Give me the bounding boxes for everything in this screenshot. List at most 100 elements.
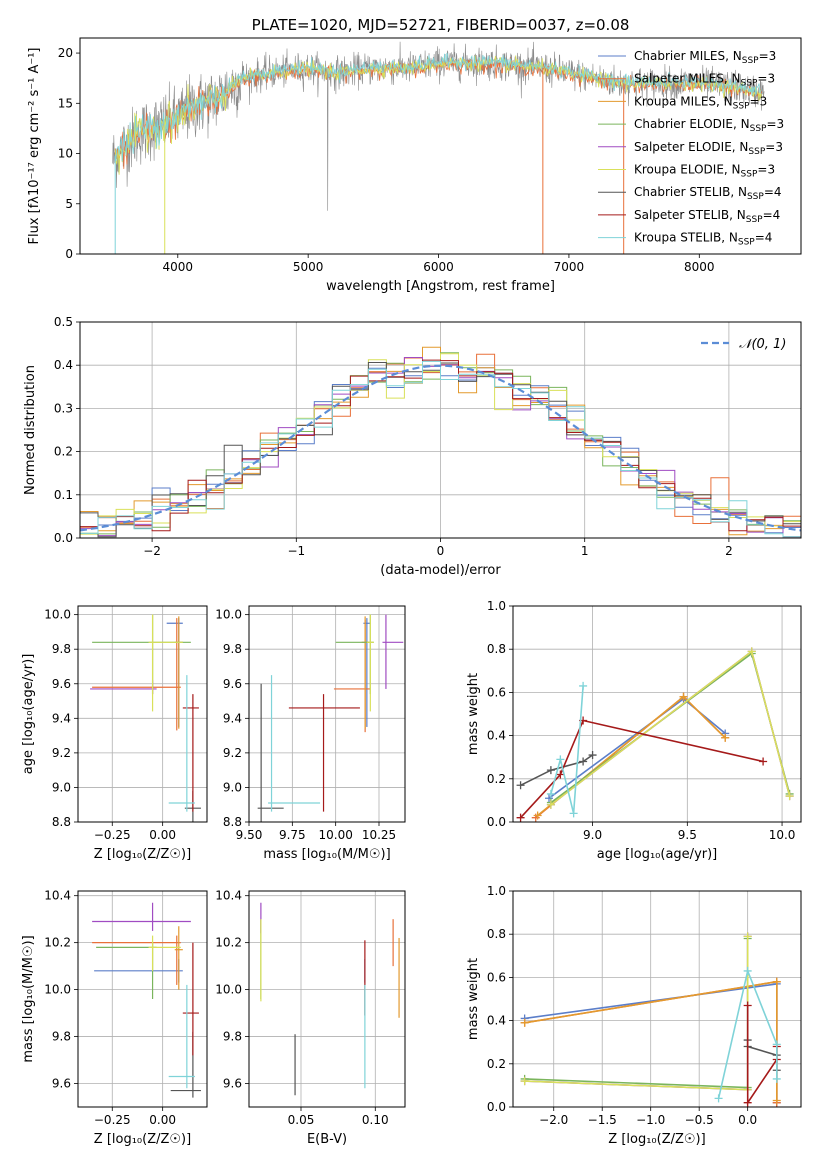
weight-vs-age-ytick-label: 0.8 — [487, 642, 506, 656]
errorbar-point — [257, 683, 284, 822]
weight-vs-Z-ytick-label: 1.0 — [487, 884, 506, 898]
legend-label-text: Chabrier STELIB, N — [634, 185, 747, 199]
age-vs-mass-xlabel: mass [log₁₀(M/M☉)] — [263, 847, 390, 862]
age-vs-mass-ytick-label: 9.4 — [223, 711, 242, 725]
age-vs-mass-panel: 9.50 9.75 10.00 10.25 8.8 9.0 9.2 9.4 9.6 9.8 10.0… — [215, 605, 406, 862]
mass-vs-Z-plot-area — [92, 902, 201, 1098]
residuals-xtick-label: −1 — [287, 544, 305, 558]
spectrum-ytick-label: 5 — [65, 197, 73, 211]
age-vs-Z-panel: −0.25 0.00 8.8 9.0 9.2 9.4 9.6 9.8 10.0 Z [log₁₀(… — [21, 605, 208, 862]
normal-pdf-line — [80, 364, 801, 532]
legend-label-sub: SSP — [746, 215, 763, 225]
mass-vs-Z-ylabel: mass [log₁₀(M/M☉)] — [21, 935, 36, 1062]
mass-vs-Z-ytick-label: 9.8 — [52, 1030, 71, 1044]
residual-legend-label: 𝒩(0, 1) — [739, 337, 786, 352]
weight-line — [520, 754, 594, 787]
residuals-xlabel: (data-model)/error — [380, 563, 501, 578]
age-vs-Z-ytick-label: 9.2 — [52, 746, 71, 760]
weight-line — [535, 695, 726, 819]
spectrum-ytick-label: 20 — [58, 46, 73, 60]
residuals-ytick-label: 0.2 — [54, 445, 73, 459]
age-vs-Z-plot-area — [90, 614, 201, 822]
weight-marker — [679, 692, 688, 701]
weight-vs-age-ytick-label: 0.6 — [487, 685, 506, 699]
age-vs-Z-ylabel: age [log₁₀(age/yr)] — [21, 654, 36, 775]
errorbar-point — [361, 616, 369, 729]
weight-marker — [546, 766, 555, 775]
errorbar-point — [92, 902, 191, 931]
legend-label-sub: SSP — [733, 101, 750, 111]
errorbar-point — [92, 935, 181, 985]
spectrum-xtick-label: 7000 — [554, 260, 585, 274]
legend-label-text: Salpeter MILES, N — [634, 72, 741, 86]
weight-marker — [516, 813, 525, 822]
legend-label: Chabrier ELODIE, NSSP=3 — [634, 117, 784, 134]
weight-vs-age-ytick-label: 0.0 — [487, 815, 506, 829]
legend-label: Chabrier STELIB, NSSP=4 — [634, 185, 782, 202]
legend-label-text: Kroupa MILES, N — [634, 94, 733, 108]
legend-label-sub: SSP — [741, 79, 758, 89]
age-vs-Z-ytick-label: 9.4 — [52, 711, 71, 725]
weight-vs-age-xtick-label: 9.0 — [583, 828, 602, 842]
errorbar-point — [335, 614, 374, 695]
residuals-ylabel: Normed distribution — [23, 365, 38, 495]
age-vs-mass-ytick-label: 9.6 — [223, 677, 242, 691]
legend-label-sub: SSP — [741, 170, 758, 180]
weight-line — [550, 685, 584, 814]
errorbar-point — [170, 1031, 201, 1098]
weight-marker — [545, 794, 553, 803]
age-vs-mass-ytick-label: 9.8 — [223, 642, 242, 656]
errorbar-point — [168, 675, 195, 812]
weight-line — [550, 652, 791, 804]
residuals-xtick-label: 0 — [437, 544, 445, 558]
legend-label-eq: =4 — [763, 208, 781, 222]
weight-marker — [759, 757, 768, 766]
residuals-xtick-label: 1 — [581, 544, 589, 558]
age-vs-mass-ytick-label: 9.0 — [223, 780, 242, 794]
residuals-ytick-label: 0.0 — [54, 531, 73, 545]
weight-marker — [714, 1094, 723, 1103]
mass-vs-ebv-xlabel: E(B-V) — [307, 1132, 347, 1147]
age-vs-mass-ytick-label: 9.2 — [223, 746, 242, 760]
weight-marker — [556, 770, 565, 779]
weight-marker — [546, 789, 555, 798]
errorbar-point — [166, 618, 183, 727]
spectrum-xtick-label: 8000 — [684, 260, 715, 274]
weight-line — [717, 968, 778, 1099]
legend-label-eq: =4 — [764, 185, 782, 199]
legend-label-eq: =3 — [759, 49, 777, 63]
mass-vs-ebv-ytick-label: 10.2 — [215, 936, 242, 950]
weight-vs-Z-ytick-label: 0.0 — [487, 1100, 506, 1114]
weight-vs-Z-ylabel: mass weight — [466, 958, 481, 1040]
weight-vs-age-ytick-label: 0.2 — [487, 772, 506, 786]
errorbar-point — [363, 618, 371, 727]
spectrum-ylabel: Flux [fλ10⁻¹⁷ erg cm⁻² s⁻¹ A⁻¹] — [27, 48, 42, 245]
weight-marker — [579, 681, 588, 690]
residuals-ytick-label: 0.1 — [54, 488, 73, 502]
legend-label-sub: SSP — [748, 147, 765, 157]
age-vs-mass-ytick-label: 10.0 — [215, 608, 242, 622]
age-vs-Z-frame — [77, 605, 208, 823]
mass-vs-ebv-frame — [248, 890, 406, 1108]
legend-label: Salpeter ELODIE, NSSP=3 — [634, 140, 783, 157]
spectrum-ytick-label: 15 — [58, 96, 73, 110]
weight-vs-age-xtick-label: 9.5 — [678, 828, 697, 842]
weight-vs-Z-xtick-label: 0.0 — [738, 1113, 757, 1127]
residuals-ytick-label: 0.4 — [54, 358, 73, 372]
errorbar-point — [148, 614, 183, 712]
weight-vs-Z-panel: −2.0 −1.5 −1.0 −0.5 0.0 0.0 0.2 0.4 0.6 0.8 1.0 Z [… — [466, 884, 802, 1147]
errorbar-point — [182, 694, 199, 812]
weight-line — [550, 650, 791, 806]
weight-vs-Z-xtick-label: −0.5 — [685, 1113, 714, 1127]
spectrum-frame — [79, 37, 802, 255]
mass-vs-Z-xtick-label: 0.00 — [149, 1113, 176, 1127]
legend-label-text: Salpeter STELIB, N — [634, 208, 746, 222]
residuals-plot-area — [80, 346, 801, 538]
weight-line — [520, 719, 764, 819]
spectrum-panel: 4000 5000 6000 7000 8000 0 5 10 15 20 wavelength [… — [27, 16, 802, 294]
legend-label: Salpeter MILES, NSSP=3 — [634, 72, 775, 89]
legend-label: Kroupa ELODIE, NSSP=3 — [634, 163, 775, 180]
legend-label-text: Chabrier MILES, N — [634, 49, 742, 63]
